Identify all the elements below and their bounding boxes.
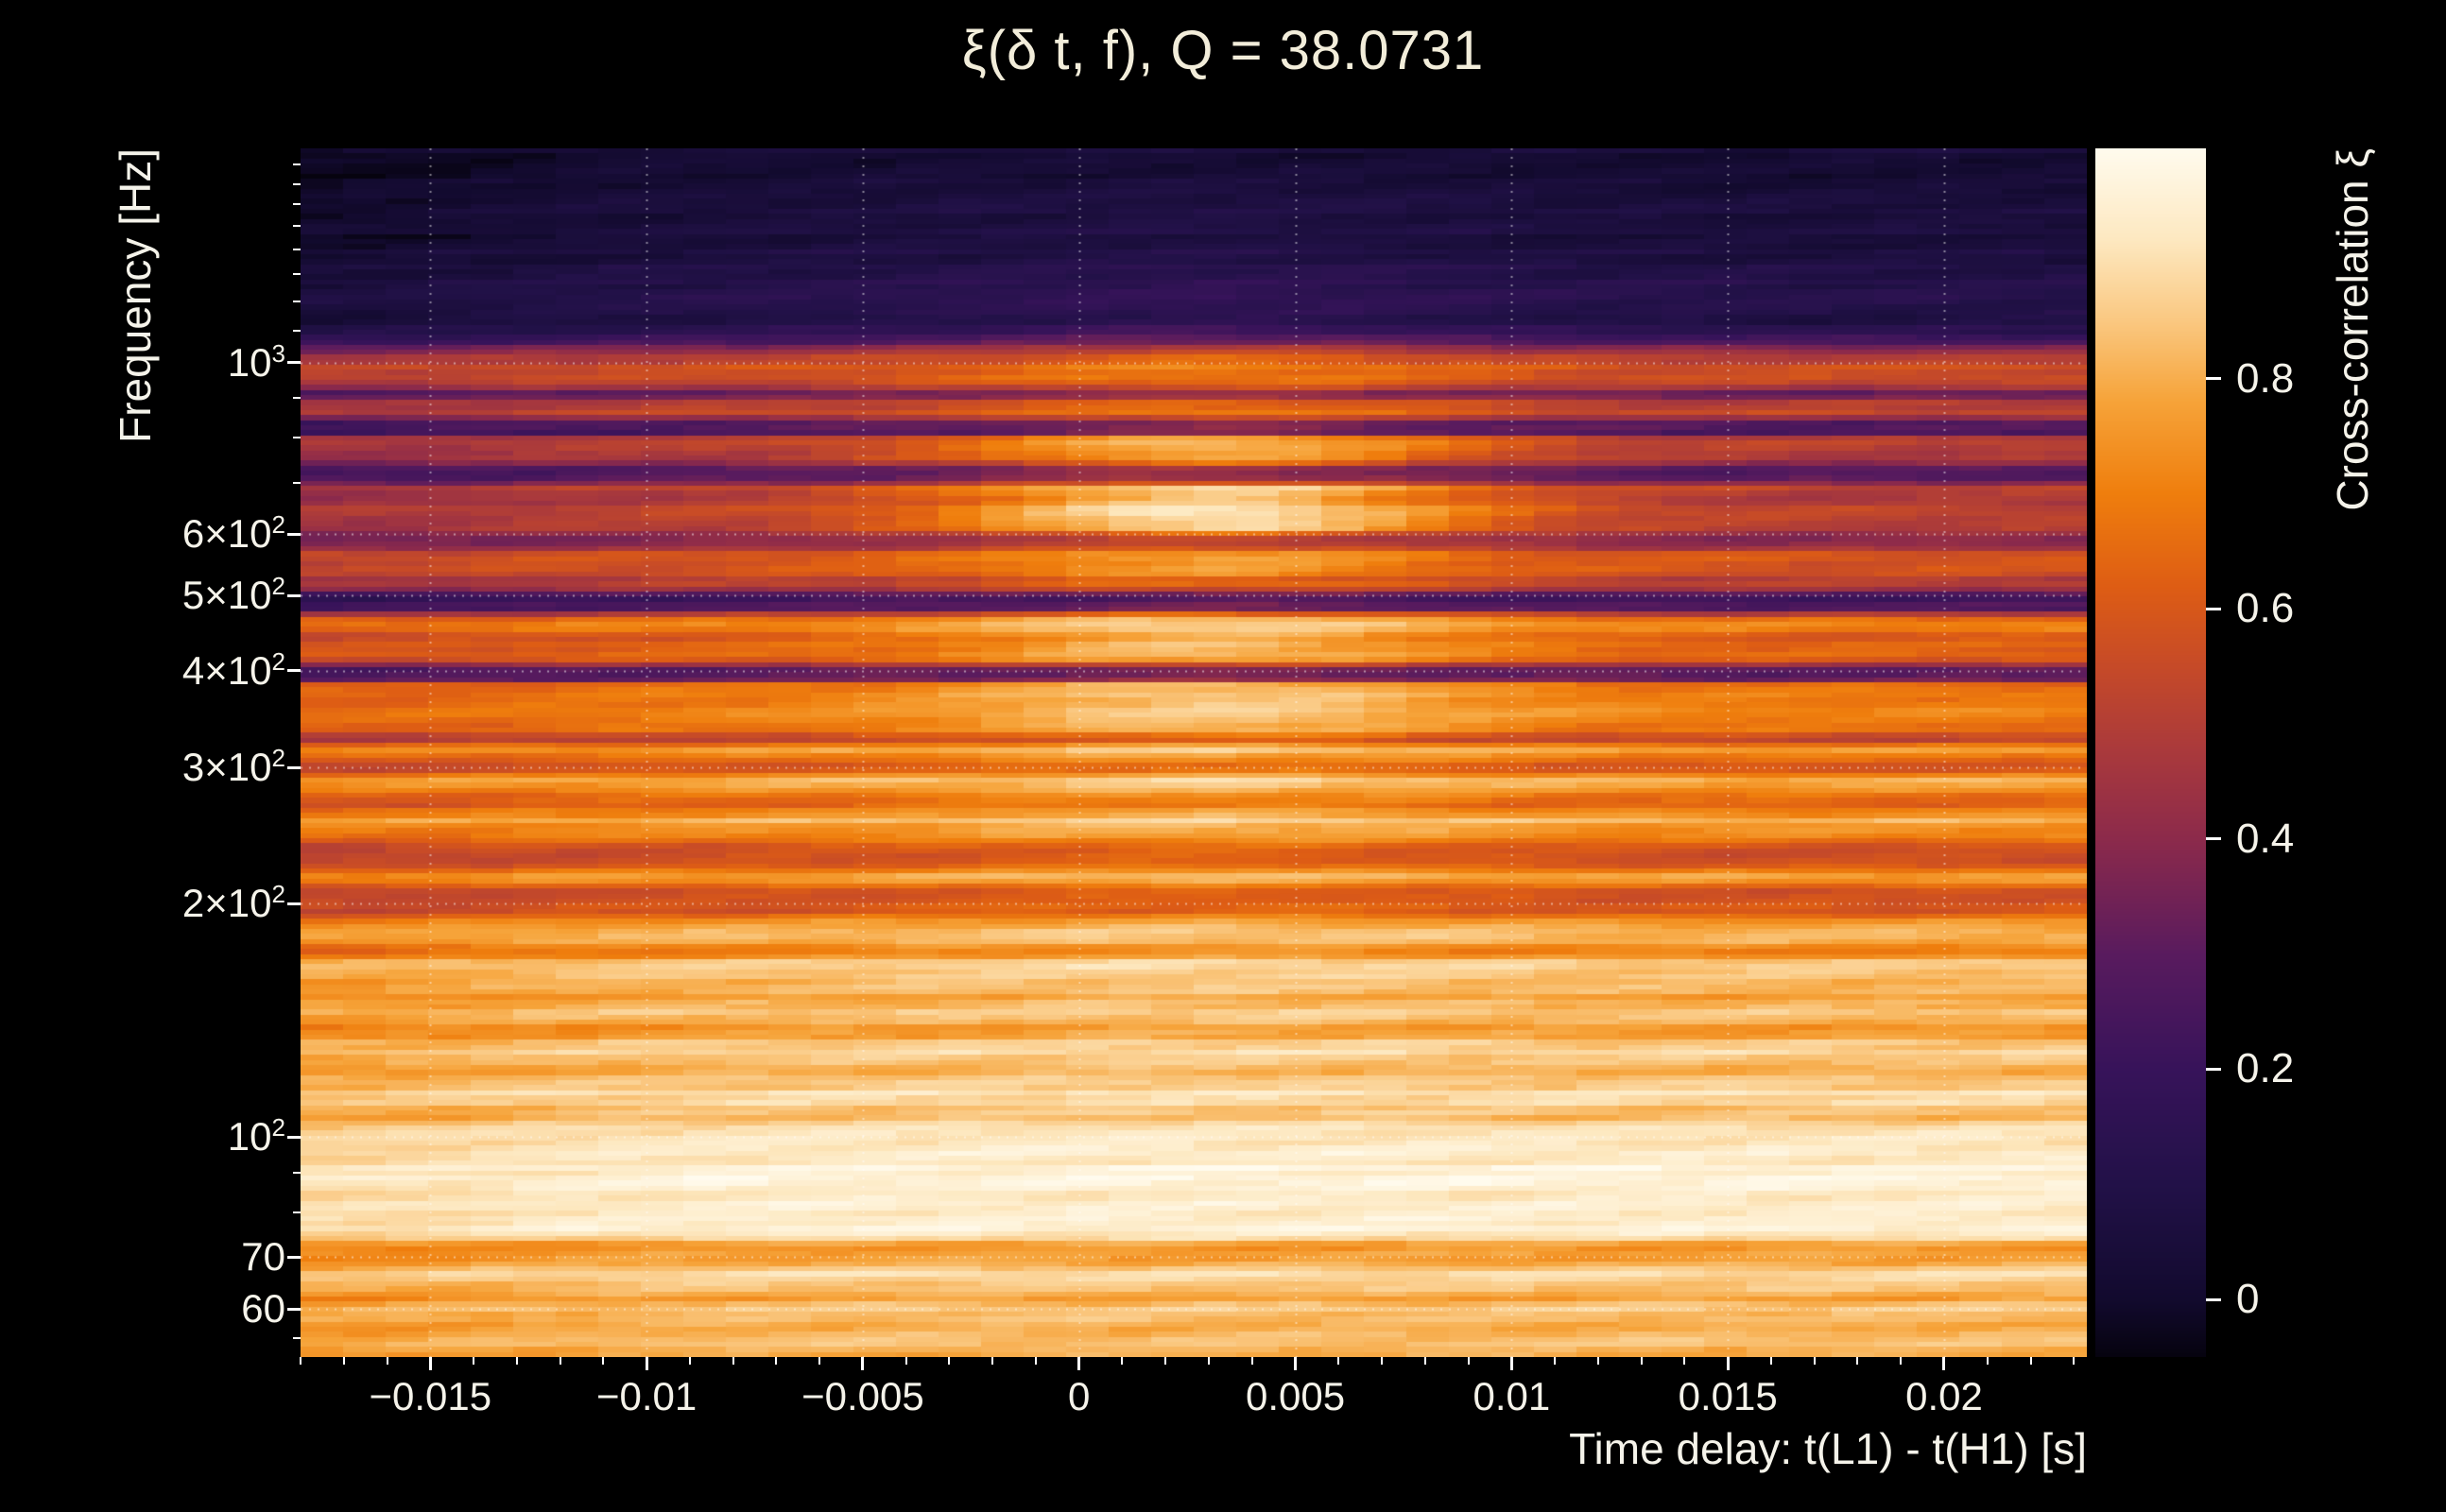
colorbar-tick-label: 0.6 — [2236, 585, 2295, 632]
x-axis-tick — [1509, 1357, 1513, 1370]
x-tick-label: 0 — [1068, 1374, 1091, 1418]
x-axis-tick — [1294, 1357, 1298, 1370]
x-axis-minor-tick — [386, 1357, 388, 1365]
x-tick-label: −0.01 — [595, 1374, 698, 1418]
y-axis-tick — [287, 669, 301, 673]
x-axis-minor-tick — [1164, 1357, 1167, 1365]
x-axis-label: Time delay: t(L1) - t(H1) [s] — [1569, 1424, 2087, 1473]
x-axis-minor-tick — [688, 1357, 691, 1365]
x-axis-minor-tick — [342, 1357, 345, 1365]
x-axis-minor-tick — [1208, 1357, 1211, 1365]
colorbar-tick — [2206, 377, 2221, 381]
x-tick-label: 0.005 — [1245, 1374, 1346, 1418]
x-tick-label: 0.015 — [1678, 1374, 1778, 1418]
x-axis-tick — [645, 1357, 648, 1370]
x-axis-minor-tick — [1554, 1357, 1557, 1365]
y-tick-label: 70 — [241, 1234, 285, 1280]
x-axis-minor-tick — [300, 1357, 301, 1365]
y-tick-label: 3×102 — [181, 744, 285, 790]
y-tick-label: 6×102 — [181, 510, 285, 557]
y-tick-label: 5×102 — [181, 572, 285, 618]
y-axis-tick — [287, 902, 301, 905]
x-axis-tick — [428, 1357, 432, 1370]
y-axis-minor-tick — [293, 248, 301, 250]
y-axis-minor-tick — [293, 163, 301, 166]
y-axis-minor-tick — [293, 437, 301, 439]
x-axis-minor-tick — [1596, 1357, 1599, 1365]
y-tick-label: 2×102 — [181, 880, 285, 926]
y-axis-minor-tick — [293, 300, 301, 302]
x-axis-minor-tick — [1423, 1357, 1426, 1365]
x-axis-minor-tick — [602, 1357, 605, 1365]
x-tick-label: −0.005 — [801, 1374, 924, 1418]
x-tick-label: 0.01 — [1473, 1374, 1551, 1418]
colorbar-canvas — [2095, 148, 2206, 1357]
y-axis-minor-tick — [293, 273, 301, 276]
colorbar-tick — [2206, 1297, 2221, 1301]
colorbar-tick-label: 0.2 — [2236, 1045, 2295, 1092]
y-axis-minor-tick — [293, 1211, 301, 1213]
x-axis-minor-tick — [818, 1357, 821, 1365]
colorbar-tick — [2206, 837, 2221, 841]
x-axis-minor-tick — [1121, 1357, 1124, 1365]
colorbar-label: Cross-correlation ξ — [2328, 148, 2377, 511]
colorbar-tick — [2206, 1067, 2221, 1071]
x-axis-minor-tick — [1381, 1357, 1384, 1365]
y-axis-tick — [287, 1307, 301, 1311]
x-axis-minor-tick — [1337, 1357, 1340, 1365]
heatmap-canvas — [301, 148, 2087, 1357]
y-tick-label: 60 — [241, 1286, 285, 1332]
x-axis-minor-tick — [1640, 1357, 1643, 1365]
colorbar-tick-label: 0.8 — [2236, 354, 2295, 402]
x-axis-minor-tick — [1250, 1357, 1253, 1365]
x-axis-minor-tick — [991, 1357, 994, 1365]
y-axis-minor-tick — [293, 329, 301, 332]
x-axis-minor-tick — [1813, 1357, 1816, 1365]
x-tick-label: −0.015 — [369, 1374, 492, 1418]
y-axis-minor-tick — [293, 1337, 301, 1340]
y-tick-label: 103 — [227, 338, 285, 385]
y-axis-minor-tick — [293, 203, 301, 206]
y-tick-label: 4×102 — [181, 646, 285, 693]
x-axis-tick — [1077, 1357, 1081, 1370]
x-axis-minor-tick — [1683, 1357, 1686, 1365]
x-axis-minor-tick — [1467, 1357, 1470, 1365]
x-axis-minor-tick — [1034, 1357, 1037, 1365]
x-axis-minor-tick — [904, 1357, 907, 1365]
y-axis-minor-tick — [293, 182, 301, 185]
x-axis-minor-tick — [1900, 1357, 1903, 1365]
y-axis-minor-tick — [293, 481, 301, 484]
x-axis-minor-tick — [473, 1357, 475, 1365]
x-axis-minor-tick — [948, 1357, 951, 1365]
x-axis-tick — [861, 1357, 865, 1370]
y-axis-tick — [287, 532, 301, 536]
y-axis-minor-tick — [293, 397, 301, 400]
colorbar-tick-label: 0 — [2236, 1276, 2260, 1323]
x-axis-tick — [1942, 1357, 1946, 1370]
x-axis-minor-tick — [2029, 1357, 2032, 1365]
y-axis-tick — [287, 1135, 301, 1139]
y-axis-tick — [287, 361, 301, 365]
colorbar-tick-label: 0.4 — [2236, 815, 2295, 862]
y-axis-tick — [287, 593, 301, 597]
x-axis-minor-tick — [1769, 1357, 1772, 1365]
x-axis-minor-tick — [1856, 1357, 1859, 1365]
colorbar-tick — [2206, 607, 2221, 610]
x-axis-minor-tick — [775, 1357, 778, 1365]
y-axis-minor-tick — [293, 225, 301, 228]
y-axis-tick — [287, 1255, 301, 1259]
x-axis-minor-tick — [559, 1357, 561, 1365]
x-axis-minor-tick — [732, 1357, 734, 1365]
x-tick-label: 0.02 — [1905, 1374, 1983, 1418]
x-axis-minor-tick — [1986, 1357, 1989, 1365]
x-axis-minor-tick — [2073, 1357, 2076, 1365]
y-tick-label: 102 — [227, 1113, 285, 1160]
x-axis-minor-tick — [515, 1357, 518, 1365]
x-axis-tick — [1726, 1357, 1730, 1370]
y-axis-label: Frequency [Hz] — [111, 148, 160, 443]
chart-title: ξ(δ t, f), Q = 38.0731 — [961, 20, 1485, 81]
y-axis-minor-tick — [293, 1171, 301, 1174]
y-axis-tick — [287, 765, 301, 769]
